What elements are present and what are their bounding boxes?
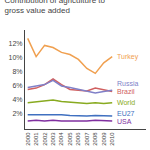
svg-text:10%: 10%	[9, 54, 23, 61]
svg-text:Brazil: Brazil	[117, 88, 135, 95]
svg-text:World: World	[117, 99, 135, 106]
svg-text:4%: 4%	[12, 96, 22, 103]
svg-text:2003: 2003	[50, 132, 56, 146]
svg-text:Turkey: Turkey	[117, 53, 139, 61]
svg-text:2002: 2002	[42, 132, 48, 146]
svg-text:8%: 8%	[12, 68, 22, 75]
svg-text:2008: 2008	[92, 132, 98, 146]
svg-text:2005: 2005	[67, 132, 73, 146]
svg-text:6%: 6%	[12, 82, 22, 89]
svg-text:2010: 2010	[109, 132, 115, 146]
svg-text:2000: 2000	[25, 132, 31, 146]
svg-text:2%: 2%	[12, 110, 22, 117]
svg-text:Contribution of agriculture to: Contribution of agriculture togross valu…	[5, 0, 106, 15]
svg-text:2004: 2004	[58, 132, 64, 146]
svg-text:2001: 2001	[33, 132, 39, 146]
svg-text:2006: 2006	[75, 132, 81, 146]
svg-text:USA: USA	[117, 118, 132, 125]
svg-text:Russia: Russia	[117, 80, 139, 87]
svg-text:2007: 2007	[84, 132, 90, 146]
svg-text:12%: 12%	[9, 40, 23, 47]
svg-text:EU27: EU27	[117, 110, 135, 117]
svg-text:2009: 2009	[101, 132, 107, 146]
